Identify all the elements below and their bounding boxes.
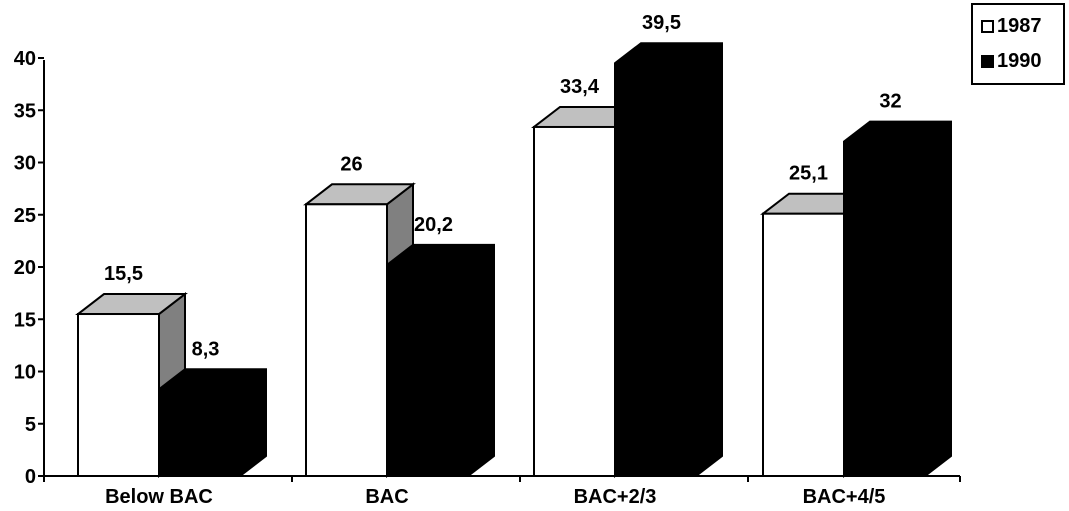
y-tick-label: 15 (14, 309, 36, 331)
bar-1987 (305, 203, 388, 478)
y-tick-label: 20 (14, 257, 36, 279)
y-tick-label: 25 (14, 205, 36, 227)
bar-1987 (77, 313, 160, 477)
bar-1990 (386, 243, 495, 477)
value-label-1990: 20,2 (414, 214, 453, 236)
bar-1990 (614, 42, 723, 477)
value-labels: 15,5 8,3 26 20,2 33,4 39,5 25,1 32 (104, 12, 902, 360)
value-label-1987: 25,1 (789, 163, 828, 185)
bars-layer (75, 42, 952, 479)
value-label-1990: 32 (879, 91, 901, 113)
bar-1987 (762, 212, 845, 478)
value-label-1990: 39,5 (642, 12, 681, 34)
category-label: BAC+2/3 (574, 486, 657, 508)
category-label: BAC+4/5 (803, 486, 886, 508)
category-label: BAC (365, 486, 408, 508)
legend-swatch-1987 (981, 20, 994, 33)
bar-1987 (533, 125, 616, 477)
value-label-1990: 8,3 (192, 338, 220, 360)
y-tick-label: 0 (25, 466, 36, 488)
value-label-1987: 26 (340, 153, 362, 175)
value-label-1987: 15,5 (104, 263, 143, 285)
legend-label-1990: 1990 (997, 50, 1042, 72)
y-tick-label: 35 (14, 100, 36, 122)
y-tick-label: 10 (14, 362, 36, 384)
legend: 1987 1990 (971, 3, 1065, 85)
category-label: Below BAC (105, 486, 213, 508)
value-label-1987: 33,4 (560, 76, 600, 98)
legend-label-1987: 1987 (997, 15, 1042, 37)
y-ticks: 0 5 10 15 20 25 30 35 40 (14, 48, 961, 488)
y-tick-label: 5 (25, 414, 36, 436)
legend-swatch-1990 (981, 55, 994, 68)
legend-item-1990: 1990 (981, 50, 1042, 73)
bar-1990 (158, 368, 267, 477)
y-tick-label: 40 (14, 48, 36, 70)
bar-1990 (843, 120, 952, 477)
y-tick-label: 30 (14, 153, 36, 175)
x-categories: Below BAC BAC BAC+2/3 BAC+4/5 (105, 486, 885, 508)
legend-item-1987: 1987 (981, 15, 1042, 38)
